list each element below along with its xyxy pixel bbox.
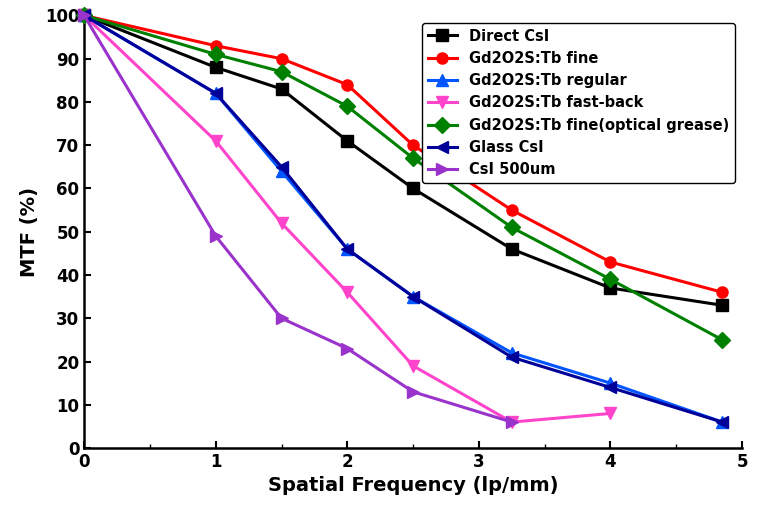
Gd2O2S:Tb fine(optical grease) <box>343 103 352 109</box>
Gd2O2S:Tb fine <box>343 81 352 88</box>
Gd2O2S:Tb fast-back <box>606 410 615 417</box>
Gd2O2S:Tb fast-back <box>507 419 516 425</box>
CsI 500um <box>343 346 352 352</box>
Gd2O2S:Tb fine <box>211 43 220 49</box>
Glass CsI <box>277 164 286 170</box>
Line: Direct CsI: Direct CsI <box>79 10 728 311</box>
Line: Gd2O2S:Tb fine(optical grease): Gd2O2S:Tb fine(optical grease) <box>79 10 728 346</box>
Gd2O2S:Tb regular <box>718 419 727 425</box>
Glass CsI <box>409 294 418 300</box>
Gd2O2S:Tb fine <box>606 259 615 265</box>
CsI 500um <box>409 389 418 395</box>
Direct CsI <box>409 185 418 192</box>
Gd2O2S:Tb fast-back <box>343 289 352 296</box>
Glass CsI <box>606 384 615 390</box>
X-axis label: Spatial Frequency (lp/mm): Spatial Frequency (lp/mm) <box>268 476 558 495</box>
Gd2O2S:Tb regular <box>343 246 352 252</box>
Direct CsI <box>80 12 89 19</box>
Gd2O2S:Tb regular <box>606 380 615 386</box>
Direct CsI <box>343 138 352 144</box>
Gd2O2S:Tb regular <box>80 12 89 19</box>
Gd2O2S:Tb fast-back <box>277 220 286 226</box>
Glass CsI <box>718 419 727 425</box>
Gd2O2S:Tb fine(optical grease) <box>80 12 89 19</box>
Gd2O2S:Tb fine(optical grease) <box>211 52 220 58</box>
Direct CsI <box>277 86 286 92</box>
Gd2O2S:Tb fine <box>80 12 89 19</box>
Gd2O2S:Tb regular <box>409 294 418 300</box>
Direct CsI <box>507 246 516 252</box>
CsI 500um <box>507 419 516 425</box>
Line: Gd2O2S:Tb fast-back: Gd2O2S:Tb fast-back <box>79 10 616 427</box>
Line: CsI 500um: CsI 500um <box>79 10 517 427</box>
Line: Gd2O2S:Tb fine: Gd2O2S:Tb fine <box>79 10 728 298</box>
Gd2O2S:Tb regular <box>211 90 220 96</box>
Gd2O2S:Tb fine <box>507 207 516 213</box>
Gd2O2S:Tb fine(optical grease) <box>277 68 286 75</box>
Gd2O2S:Tb fine(optical grease) <box>507 225 516 231</box>
Gd2O2S:Tb fast-back <box>80 12 89 19</box>
Y-axis label: MTF (%): MTF (%) <box>20 187 39 277</box>
Gd2O2S:Tb regular <box>507 350 516 356</box>
Gd2O2S:Tb fine <box>277 56 286 62</box>
Gd2O2S:Tb fine <box>718 289 727 296</box>
Glass CsI <box>507 354 516 360</box>
Gd2O2S:Tb regular <box>277 168 286 174</box>
Direct CsI <box>211 64 220 71</box>
Glass CsI <box>343 246 352 252</box>
CsI 500um <box>277 315 286 321</box>
Direct CsI <box>718 302 727 308</box>
Gd2O2S:Tb fast-back <box>409 363 418 369</box>
Gd2O2S:Tb fine(optical grease) <box>606 276 615 282</box>
Line: Gd2O2S:Tb regular: Gd2O2S:Tb regular <box>79 10 728 427</box>
Gd2O2S:Tb fast-back <box>211 138 220 144</box>
CsI 500um <box>80 12 89 19</box>
Glass CsI <box>80 12 89 19</box>
Glass CsI <box>211 90 220 96</box>
Direct CsI <box>606 285 615 291</box>
Gd2O2S:Tb fine(optical grease) <box>718 337 727 343</box>
Legend: Direct CsI, Gd2O2S:Tb fine, Gd2O2S:Tb regular, Gd2O2S:Tb fast-back, Gd2O2S:Tb fi: Direct CsI, Gd2O2S:Tb fine, Gd2O2S:Tb re… <box>422 23 734 183</box>
Gd2O2S:Tb fine <box>409 142 418 148</box>
Line: Glass CsI: Glass CsI <box>79 10 728 427</box>
CsI 500um <box>211 233 220 239</box>
Gd2O2S:Tb fine(optical grease) <box>409 155 418 161</box>
